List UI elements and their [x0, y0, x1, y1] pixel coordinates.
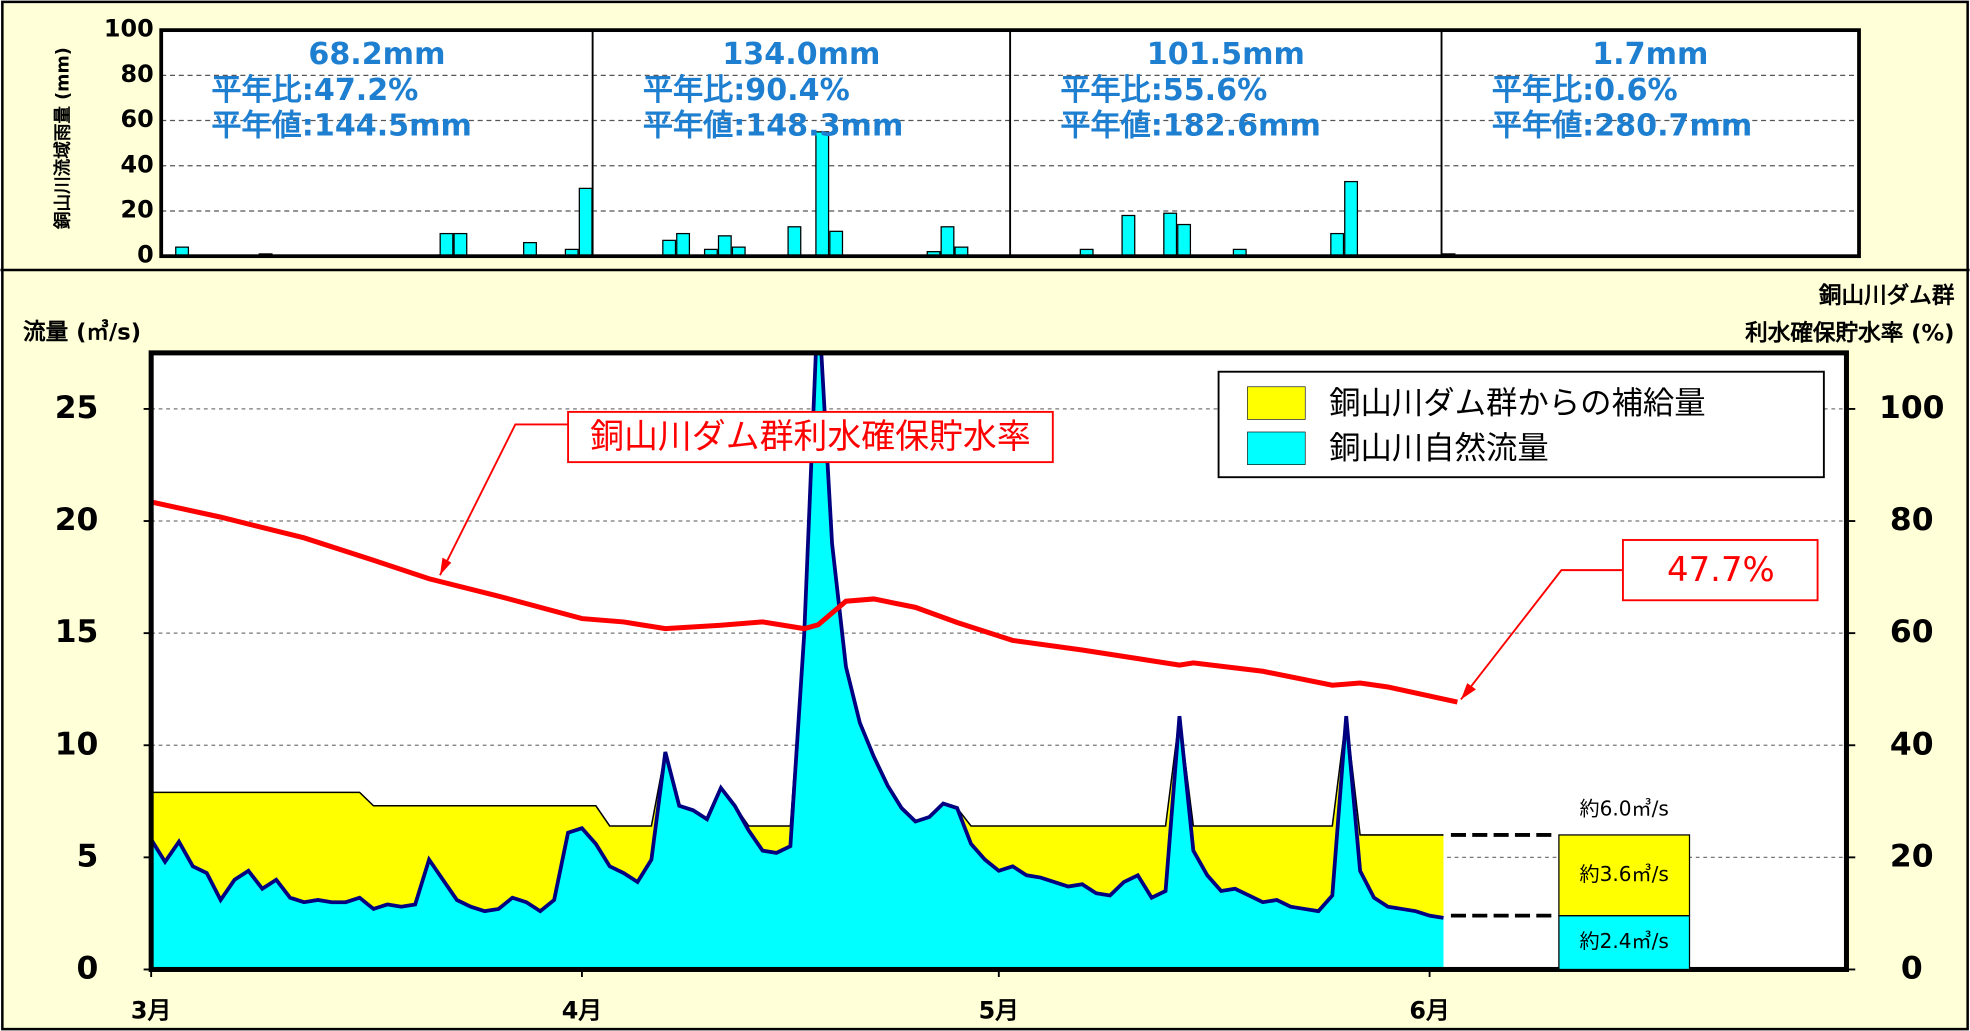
- bar: [1177, 223, 1192, 257]
- supply-area: [151, 352, 1444, 918]
- arrow: [1460, 569, 1623, 701]
- y2-tick-label: 80: [1890, 502, 1934, 538]
- legend-box: [1217, 370, 1825, 479]
- bar: [676, 232, 691, 257]
- y-tick-label: 20: [55, 502, 99, 538]
- y-tick-label: 0: [77, 950, 99, 986]
- month-ratio: 平年比:55.6%: [1060, 73, 1267, 108]
- y-axis-label: 流量 (㎥/s): [23, 318, 141, 345]
- month-total: 68.2mm: [308, 37, 445, 72]
- plot-border: [159, 28, 1861, 259]
- legend-label: 銅山川ダム群からの補給量: [1329, 385, 1706, 421]
- y2-tick-label: 60: [1890, 614, 1934, 650]
- summary-supply: [1558, 834, 1691, 917]
- natural-line: [151, 352, 1444, 920]
- bar: [662, 239, 677, 257]
- storage-label-box: [567, 410, 1054, 464]
- arrow-head: [1460, 683, 1477, 700]
- y-tick-label: 0: [137, 241, 154, 269]
- summary-natural: [1558, 915, 1691, 971]
- summary-supply-label: 約3.6㎥/s: [1580, 862, 1669, 886]
- x-tick-label: 3月: [131, 997, 171, 1025]
- bar: [1330, 232, 1345, 257]
- bar: [1121, 214, 1136, 257]
- y2-tick-label: 100: [1879, 390, 1945, 426]
- y2-tick-label: 20: [1890, 838, 1934, 874]
- month-normal: 平年値:144.5mm: [211, 108, 472, 143]
- bar: [1344, 180, 1359, 257]
- legend-swatch: [1247, 431, 1306, 465]
- y-axis-label: 銅山川流域雨量 (mm): [52, 47, 73, 230]
- x-tick-label: 4月: [562, 997, 602, 1025]
- month-normal: 平年値:148.3mm: [643, 108, 904, 143]
- y2-axis-label: 利水確保貯水率 (%): [1745, 320, 1954, 347]
- arrow-head: [439, 557, 452, 576]
- arrow: [439, 423, 569, 576]
- bar: [578, 187, 593, 257]
- bar: [787, 226, 802, 257]
- legend-label: 銅山川自然流量: [1329, 431, 1549, 467]
- legend-swatch: [1247, 386, 1306, 420]
- month-ratio: 平年比:47.2%: [211, 73, 418, 108]
- bar: [717, 235, 732, 257]
- y-tick-label: 40: [120, 150, 153, 178]
- bar: [453, 232, 468, 257]
- x-tick-label: 5月: [979, 997, 1019, 1025]
- month-total: 101.5mm: [1147, 37, 1305, 72]
- month-normal: 平年値:280.7mm: [1492, 108, 1753, 143]
- plot-layer: [151, 352, 1458, 970]
- bar: [815, 131, 830, 257]
- end-label-box: [1621, 539, 1819, 602]
- month-normal: 平年値:182.6mm: [1060, 108, 1321, 143]
- month-total: 134.0mm: [722, 37, 880, 72]
- y-tick-label: 5: [77, 838, 99, 874]
- natural-area: [151, 352, 1444, 970]
- y2-tick-label: 40: [1890, 726, 1934, 762]
- month-ratio: 平年比:90.4%: [643, 73, 850, 108]
- y-tick-label: 25: [55, 390, 99, 426]
- y-tick-label: 80: [120, 60, 153, 88]
- bar: [1163, 212, 1178, 257]
- summary-total-label: 約6.0㎥/s: [1580, 796, 1669, 820]
- end-label: 47.7%: [1667, 550, 1775, 589]
- y2-tick-label: 0: [1901, 950, 1923, 986]
- bar: [523, 241, 537, 257]
- y-tick-label: 15: [55, 614, 99, 650]
- y-tick-label: 100: [104, 15, 154, 43]
- bar: [439, 232, 454, 257]
- plot-border: [148, 350, 1849, 972]
- summary-natural-label: 約2.4㎥/s: [1580, 929, 1669, 953]
- y2-axis-label: 銅山川ダム群: [1818, 282, 1955, 309]
- x-tick-label: 6月: [1409, 997, 1449, 1025]
- y-tick-label: 60: [120, 105, 153, 133]
- month-total: 1.7mm: [1592, 37, 1708, 72]
- y-tick-label: 10: [55, 726, 99, 762]
- bar: [829, 230, 844, 257]
- y-tick-label: 20: [120, 195, 153, 223]
- month-ratio: 平年比:0.6%: [1492, 73, 1678, 108]
- storage-line: [151, 499, 1458, 705]
- bar: [940, 226, 955, 257]
- storage-label: 銅山川ダム群利水確保貯水率: [590, 417, 1031, 456]
